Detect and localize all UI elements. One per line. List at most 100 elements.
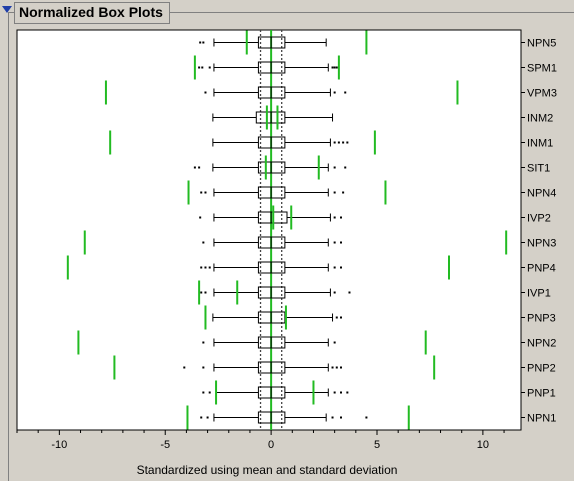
box-plot-row-vpm3 bbox=[104, 80, 459, 105]
outlier-point bbox=[340, 241, 342, 244]
box bbox=[257, 336, 286, 349]
box bbox=[257, 386, 286, 399]
outlier-point bbox=[331, 416, 334, 419]
outlier-point bbox=[333, 391, 336, 394]
outlier-point bbox=[348, 291, 351, 294]
outlier-point bbox=[202, 241, 205, 244]
disclosure-triangle-down-icon[interactable] bbox=[2, 6, 12, 13]
box-plot-row-npn4 bbox=[187, 180, 387, 205]
outlier-point bbox=[344, 166, 347, 169]
box-plot-row-pnp2 bbox=[113, 355, 436, 380]
box-plot-row-npn3 bbox=[83, 230, 508, 255]
y-tick-label: PNP4 bbox=[527, 263, 556, 275]
outlier-point bbox=[204, 266, 207, 269]
box bbox=[257, 36, 286, 49]
outlier-point bbox=[342, 141, 345, 144]
outlier-point bbox=[193, 166, 196, 169]
outlier-point bbox=[333, 191, 336, 194]
box bbox=[257, 186, 286, 199]
y-tick-label: NPN5 bbox=[527, 38, 556, 50]
panel-title: Normalized Box Plots bbox=[14, 2, 170, 24]
y-tick-label: SPM1 bbox=[527, 63, 557, 75]
outlier-point bbox=[333, 66, 336, 69]
outline-border bbox=[8, 12, 574, 481]
y-tick-label: NPN4 bbox=[527, 188, 556, 200]
outlier-point bbox=[335, 316, 338, 319]
outlier-point bbox=[340, 266, 342, 269]
outlier-point bbox=[331, 366, 334, 369]
outlier-point bbox=[333, 166, 336, 169]
outlier-point bbox=[200, 191, 203, 194]
outlier-point bbox=[340, 216, 342, 219]
box-plot-row-npn1 bbox=[186, 405, 410, 430]
y-tick-label: INM1 bbox=[527, 138, 553, 150]
y-tick-label: NPN1 bbox=[527, 413, 556, 425]
outlier-point bbox=[198, 166, 201, 169]
box-plot-row-ivp1 bbox=[198, 280, 351, 305]
y-tick-label: NPN2 bbox=[527, 338, 556, 350]
box-plot-row-pnp4 bbox=[66, 255, 450, 280]
outlier-point bbox=[333, 241, 336, 244]
outlier-point bbox=[340, 391, 342, 394]
outlier-point bbox=[340, 366, 342, 369]
outlier-point bbox=[365, 416, 368, 419]
outlier-point bbox=[208, 391, 211, 394]
outlier-point bbox=[333, 266, 336, 269]
outlier-point bbox=[333, 91, 336, 94]
outlier-point bbox=[199, 216, 202, 219]
box-plot-row-inm1 bbox=[109, 130, 376, 155]
x-tick-label: 10 bbox=[477, 439, 489, 451]
box bbox=[257, 411, 286, 424]
outlier-point bbox=[335, 366, 338, 369]
y-tick-label: IVP2 bbox=[527, 213, 551, 225]
outlier-point bbox=[331, 66, 334, 69]
outlier-point bbox=[183, 366, 186, 369]
outlier-point bbox=[198, 66, 201, 69]
outlier-point bbox=[201, 66, 204, 69]
outlier-point bbox=[333, 341, 336, 344]
x-tick-label: 0 bbox=[268, 439, 274, 451]
outlier-point bbox=[206, 416, 209, 419]
outlier-point bbox=[344, 91, 347, 94]
y-tick-label: IVP1 bbox=[527, 288, 551, 300]
box-plot-row-npn5 bbox=[199, 30, 368, 55]
outlier-point bbox=[340, 416, 342, 419]
outlier-point bbox=[202, 41, 205, 44]
box bbox=[257, 236, 286, 249]
box bbox=[257, 361, 286, 374]
y-tick-label: INM2 bbox=[527, 113, 553, 125]
outlier-point bbox=[202, 391, 205, 394]
x-tick-label: -10 bbox=[51, 439, 67, 451]
outlier-point bbox=[346, 141, 349, 144]
outlier-point bbox=[202, 341, 205, 344]
box-plot-row-spm1 bbox=[193, 55, 340, 80]
outlier-point bbox=[346, 391, 349, 394]
x-tick-label: -5 bbox=[160, 439, 170, 451]
outlier-point bbox=[208, 66, 211, 69]
box bbox=[257, 136, 286, 149]
outlier-point bbox=[333, 291, 336, 294]
outlier-point bbox=[204, 91, 207, 94]
box bbox=[257, 86, 286, 99]
outlier-point bbox=[202, 366, 205, 369]
box bbox=[257, 286, 286, 299]
outlier-point bbox=[208, 266, 211, 269]
outlier-point bbox=[200, 291, 203, 294]
box-plot-row-pnp1 bbox=[202, 380, 349, 405]
outlier-point bbox=[200, 266, 203, 269]
y-tick-label: VPM3 bbox=[527, 88, 557, 100]
outlier-point bbox=[333, 216, 336, 219]
y-tick-label: PNP3 bbox=[527, 313, 556, 325]
box-plot-row-npn2 bbox=[77, 330, 427, 355]
outlier-point bbox=[340, 316, 342, 319]
box bbox=[257, 311, 286, 324]
y-tick-label: SIT1 bbox=[527, 163, 550, 175]
outlier-point bbox=[199, 41, 202, 44]
x-tick-label: 5 bbox=[374, 439, 380, 451]
box-plot-row-sit1 bbox=[193, 155, 347, 180]
plot-frame bbox=[16, 29, 522, 431]
outlier-point bbox=[337, 141, 340, 144]
box-plot-row-inm2 bbox=[212, 105, 334, 130]
outlier-point bbox=[342, 191, 345, 194]
